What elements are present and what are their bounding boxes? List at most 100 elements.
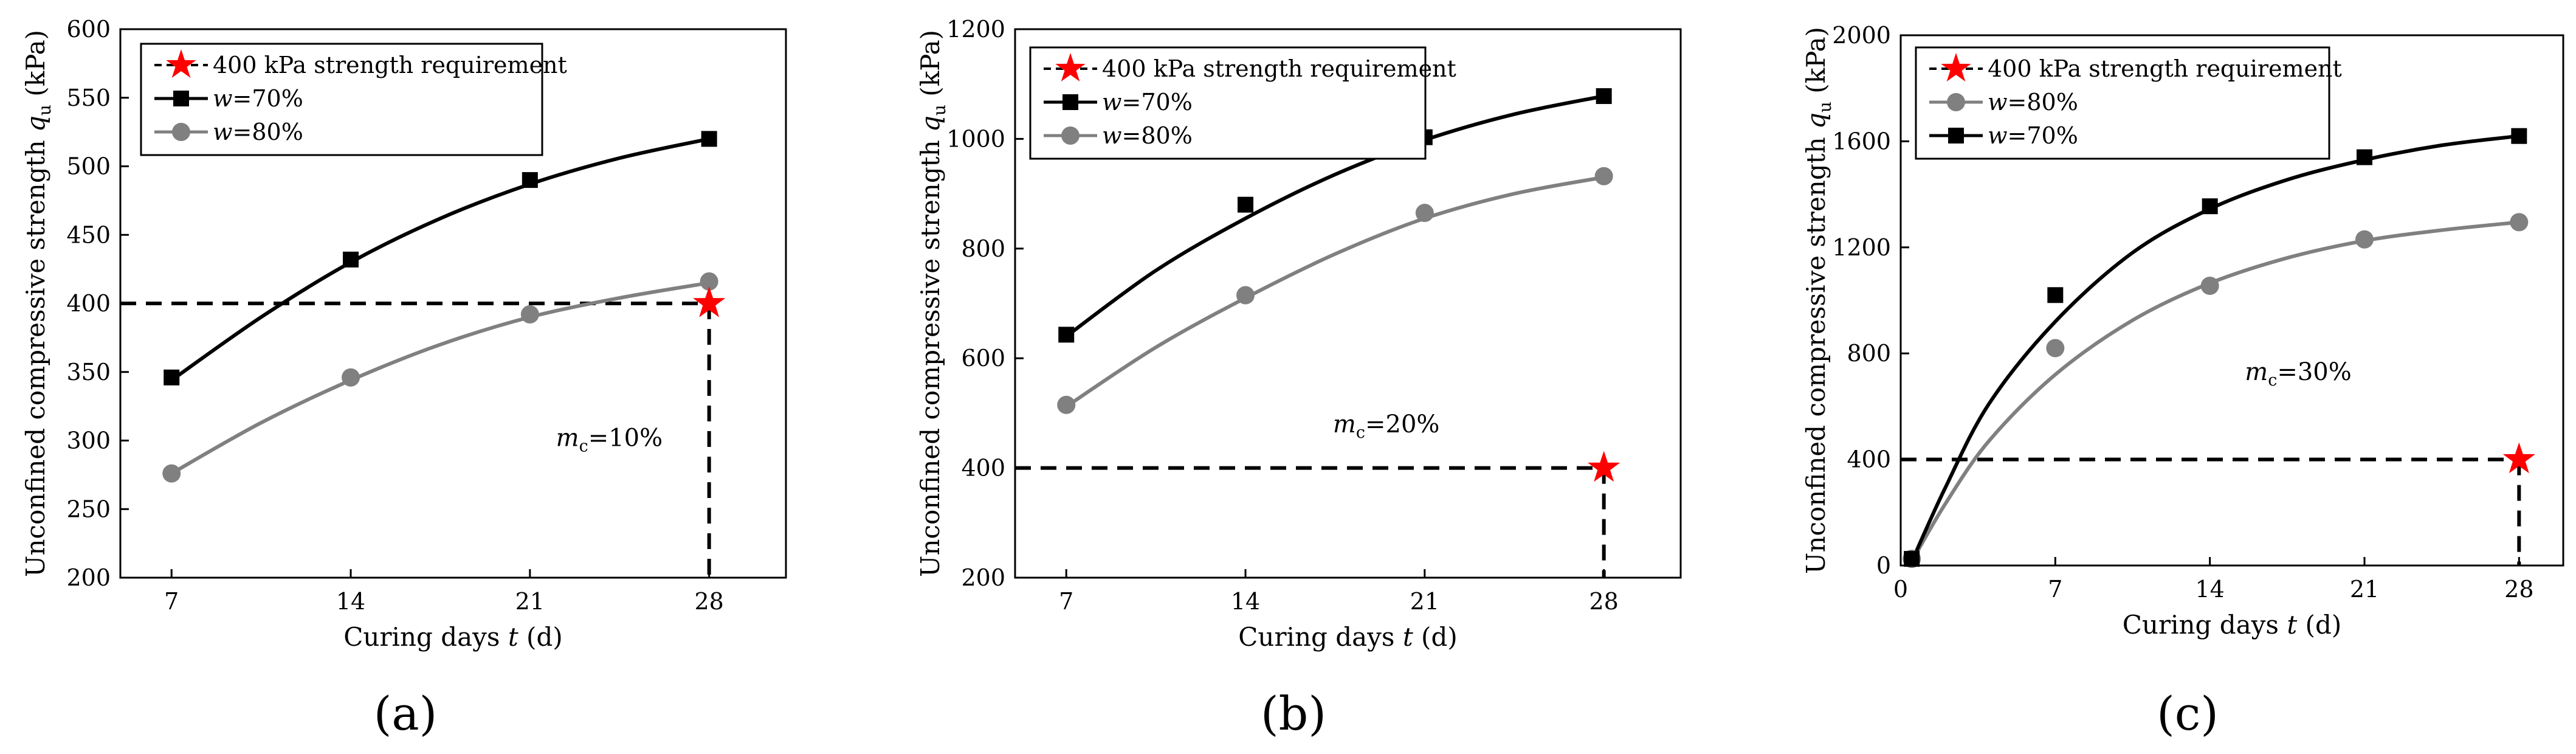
data-point-w80 — [1236, 286, 1255, 305]
chart-panel-b: 7 14 21 28 200 400 600 800 1000 1200 Curing days t… — [915, 16, 1682, 652]
series-fit-line-w70 — [170, 137, 710, 382]
chart-panel-c: 0 7 14 21 28 0 400 800 1200 1600 2000 Curing days t… — [1801, 22, 2564, 640]
y-axis-label: Unconfined compressive strength qu (kPa) — [1801, 27, 1835, 574]
y-tick-label: 400 — [1847, 446, 1891, 473]
y-tick-label: 1600 — [1832, 128, 1891, 154]
legend-star-icon — [1055, 53, 1086, 81]
y-tick-label: 200 — [961, 564, 1005, 591]
series-fit-line-w80 — [170, 281, 710, 476]
chart-panel-a: 7 14 21 28 200 250 300 350 400 450 500 550 600 Curing… — [21, 16, 787, 652]
x-tick-label: 0 — [1893, 576, 1908, 603]
x-tick-label: 14 — [1231, 588, 1260, 615]
x-axis-label: Curing days t (d) — [1238, 622, 1457, 652]
data-point-w70 — [1238, 196, 1254, 213]
legend-star-icon — [166, 49, 196, 78]
legend-star-icon — [1941, 53, 1971, 81]
data-point-w70 — [164, 369, 180, 386]
y-axis-label: Unconfined compressive strength qu (kPa) — [915, 30, 949, 577]
plot-frame — [1014, 28, 1682, 579]
legend-marker-w70 — [1062, 94, 1078, 110]
data-point-w80 — [1415, 204, 1434, 223]
y-tick-label: 2000 — [1832, 22, 1891, 49]
legend-label-w80: w=80% — [1102, 122, 1193, 149]
y-tick-label: 1000 — [946, 125, 1005, 152]
y-tick-label: 400 — [66, 290, 111, 317]
legend-label-w70: w=70% — [213, 85, 303, 112]
data-point-w70 — [2357, 149, 2372, 165]
legend-label-requirement: 400 kPa strength requirement — [1102, 55, 1456, 82]
y-tick-label: 600 — [66, 16, 111, 43]
legend-label-w80: w=80% — [213, 119, 303, 145]
x-tick-label: 21 — [515, 588, 545, 615]
legend-label-requirement: 400 kPa strength requirement — [213, 52, 567, 78]
legend-label-w80: w=80% — [1988, 89, 2078, 116]
data-point-w70 — [1904, 551, 1920, 567]
series-fit-line-w80 — [1910, 220, 2519, 563]
x-tick-label: 21 — [2350, 576, 2379, 603]
y-axis-label: Unconfined compressive strength qu (kPa) — [21, 30, 55, 577]
panel-label-a: (a) — [374, 687, 438, 741]
x-tick-label: 28 — [2504, 576, 2533, 603]
y-tick-label: 600 — [961, 345, 1005, 372]
x-tick-label: 7 — [1059, 588, 1073, 615]
annotation-mc: mc=10% — [556, 424, 663, 456]
y-tick-label: 800 — [1847, 340, 1891, 367]
x-tick-label: 7 — [164, 588, 179, 615]
series-fit-line-w80 — [1065, 175, 1605, 409]
legend-marker-w80 — [172, 123, 190, 141]
y-tick-label: 800 — [961, 235, 1005, 262]
panel-label-b: (b) — [1261, 687, 1326, 741]
data-point-w70 — [701, 131, 717, 147]
requirement-star-marker — [2502, 442, 2535, 474]
data-point-w80 — [2046, 339, 2065, 358]
requirement-star-marker — [1588, 451, 1620, 482]
data-point-w80 — [162, 464, 181, 483]
x-tick-label: 21 — [1410, 588, 1439, 615]
series-fit-line-w70 — [1065, 94, 1605, 338]
x-tick-label: 28 — [1589, 588, 1618, 615]
legend-marker-w70 — [1948, 128, 1964, 144]
data-point-w80 — [700, 272, 718, 291]
legend-box — [1915, 46, 2330, 160]
legend-marker-w70 — [173, 91, 189, 106]
data-point-w80 — [1594, 167, 1613, 185]
series-fit-line-w70 — [1910, 134, 2519, 562]
x-tick-label: 28 — [694, 588, 723, 615]
legend-marker-w80 — [1947, 93, 1965, 111]
x-tick-label: 14 — [336, 588, 365, 615]
annotation-mc: mc=30% — [2245, 358, 2351, 390]
data-point-w80 — [2355, 230, 2374, 249]
plot-frame — [1899, 34, 2564, 567]
data-point-w70 — [522, 172, 538, 188]
data-point-w70 — [2047, 287, 2064, 303]
y-tick-label: 400 — [961, 455, 1005, 482]
y-tick-label: 550 — [66, 85, 111, 111]
data-point-w80 — [2200, 277, 2219, 296]
x-tick-label: 7 — [2048, 576, 2062, 603]
data-point-w80 — [342, 368, 360, 387]
y-tick-label: 0 — [1876, 552, 1891, 579]
data-point-w70 — [1596, 88, 1612, 105]
data-point-w70 — [2511, 128, 2527, 144]
data-point-w70 — [2202, 198, 2218, 215]
y-tick-label: 1200 — [946, 16, 1005, 43]
legend-label-w70: w=70% — [1102, 89, 1193, 116]
x-axis-label: Curing days t (d) — [2123, 610, 2341, 640]
y-tick-label: 1200 — [1832, 234, 1891, 261]
requirement-star-marker — [693, 286, 726, 317]
data-point-w80 — [2510, 213, 2529, 232]
data-point-w70 — [1058, 327, 1075, 343]
y-tick-label: 450 — [66, 221, 111, 248]
annotation-mc: mc=20% — [1333, 410, 1439, 442]
legend-label-requirement: 400 kPa strength requirement — [1988, 55, 2342, 82]
y-tick-label: 200 — [66, 564, 111, 591]
legend-label-w70: w=70% — [1988, 122, 2078, 149]
data-point-w70 — [343, 251, 359, 268]
data-point-w80 — [1057, 395, 1076, 414]
data-point-w80 — [520, 305, 539, 324]
y-tick-label: 500 — [66, 153, 111, 180]
y-tick-label: 300 — [66, 427, 111, 454]
legend-marker-w80 — [1061, 126, 1080, 145]
x-axis-label: Curing days t (d) — [343, 622, 562, 652]
